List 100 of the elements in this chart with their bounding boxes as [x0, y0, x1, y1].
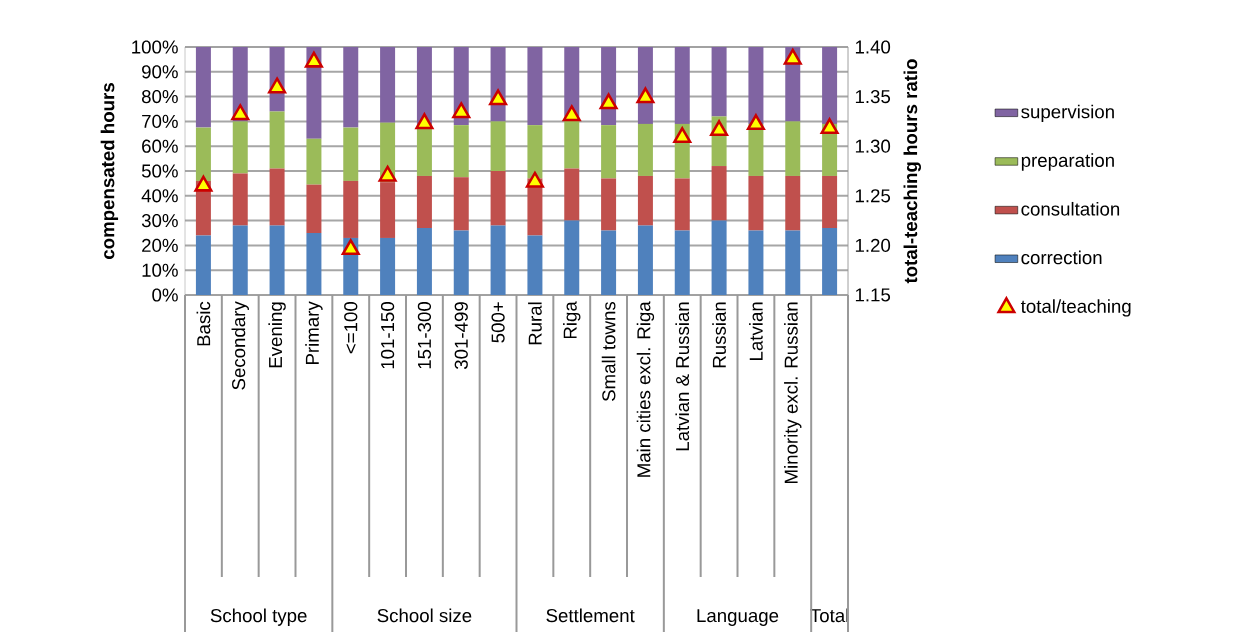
- point: [746, 114, 765, 131]
- point: [268, 77, 287, 94]
- y2-tick-label: 1.20: [855, 238, 891, 253]
- bar: [416, 46, 432, 124]
- x-tick-label: Primary: [305, 301, 323, 365]
- bar: [527, 46, 543, 126]
- bar: [490, 121, 506, 171]
- y2-tick-label: 1.30: [855, 139, 891, 153]
- point: [378, 165, 397, 182]
- x-tick-label: Riga: [563, 301, 581, 339]
- bar: [637, 123, 653, 176]
- point: [525, 171, 544, 188]
- bar: [416, 228, 432, 295]
- point: [783, 48, 802, 65]
- x-tick-label: <=100: [344, 302, 358, 354]
- bar: [748, 175, 764, 231]
- y-tick-label: 90%: [142, 65, 178, 79]
- bar: [711, 46, 727, 117]
- bar: [822, 46, 838, 124]
- y2-tick-label: 1.25: [855, 189, 891, 203]
- legend-label: correction: [1021, 250, 1102, 265]
- bar: [785, 175, 801, 231]
- text: School size: [377, 608, 472, 623]
- x-tick-label: Rural: [528, 302, 542, 345]
- point: [820, 118, 839, 135]
- bar: [527, 235, 543, 295]
- bar: [564, 168, 580, 221]
- x-tick-label: Russian: [712, 302, 726, 368]
- x-tick-label: Main cities excl. Riga: [636, 301, 655, 477]
- y-axis-title: compensated hours: [100, 83, 119, 259]
- y-tick-label: 0%: [152, 288, 178, 302]
- bar: [785, 230, 801, 295]
- bar: [601, 230, 617, 295]
- bar: [195, 127, 211, 181]
- legend-label: total/teaching: [1020, 299, 1131, 317]
- bar: [527, 125, 543, 179]
- bar: [490, 225, 506, 295]
- x-tick-label: Latvian: [749, 302, 763, 360]
- bar: [453, 125, 469, 178]
- y-tick-label: 20%: [142, 238, 178, 253]
- bar: [306, 138, 322, 185]
- bar: [195, 235, 211, 295]
- point: [231, 104, 250, 121]
- bar: [453, 177, 469, 231]
- bar: [601, 125, 617, 179]
- bar: [380, 237, 396, 295]
- legend-label: preparation: [1021, 153, 1114, 171]
- bar: [416, 175, 432, 229]
- bar: [306, 233, 322, 295]
- x-tick-label: Latvian & Russian: [675, 302, 690, 451]
- x-tick-label: Minority excl. Russian: [784, 302, 802, 483]
- bar: [564, 220, 580, 295]
- x-tick-label: Secondary: [231, 301, 249, 390]
- text: Settlement: [546, 608, 635, 623]
- point: [673, 127, 692, 144]
- y2-tick-label: 1.35: [855, 89, 891, 104]
- y2-tick-label: 1.15: [855, 288, 891, 302]
- y-tick-label: 30%: [141, 213, 178, 228]
- x-tick-label: 101-150: [380, 302, 395, 369]
- bar: [453, 230, 469, 295]
- bar: [637, 225, 653, 295]
- x-tick-label: Evening: [268, 302, 286, 368]
- bar: [564, 46, 580, 117]
- text: Language: [697, 609, 779, 626]
- point: [562, 105, 581, 122]
- bar: [637, 175, 653, 226]
- x-tick-label: Basic: [196, 301, 211, 346]
- bar: [674, 46, 690, 124]
- bar: [674, 178, 690, 231]
- y-tick-label: 40%: [141, 189, 178, 203]
- bar: [343, 127, 359, 181]
- point: [636, 87, 655, 104]
- legend-label: consultation: [1021, 201, 1120, 216]
- bar: [711, 220, 727, 295]
- bar: [490, 171, 506, 226]
- bar: [380, 182, 396, 238]
- bar: [343, 180, 359, 238]
- bar: [822, 175, 838, 229]
- bar: [711, 166, 727, 221]
- bar: [232, 225, 248, 295]
- bar: [269, 168, 285, 226]
- y2-tick-label: 1.40: [855, 40, 891, 54]
- x-tick-label: Small towns: [601, 301, 616, 402]
- y-tick-label: 70%: [142, 114, 178, 129]
- point: [304, 51, 323, 68]
- bar: [674, 230, 690, 295]
- y-tick-label: 80%: [141, 89, 178, 104]
- x-tick-label: 500+: [491, 302, 505, 343]
- bar: [306, 184, 322, 233]
- point: [194, 175, 213, 192]
- bar: [380, 46, 396, 123]
- x-tick-label: 301-499: [454, 302, 468, 370]
- bar: [748, 46, 764, 124]
- y-tick-label: 10%: [142, 263, 178, 277]
- point: [415, 113, 434, 130]
- y-tick-label: 50%: [141, 164, 178, 178]
- y-tick-label: 60%: [142, 139, 178, 153]
- y-tick-label: 100%: [132, 40, 178, 54]
- point: [452, 102, 471, 119]
- point: [599, 93, 618, 110]
